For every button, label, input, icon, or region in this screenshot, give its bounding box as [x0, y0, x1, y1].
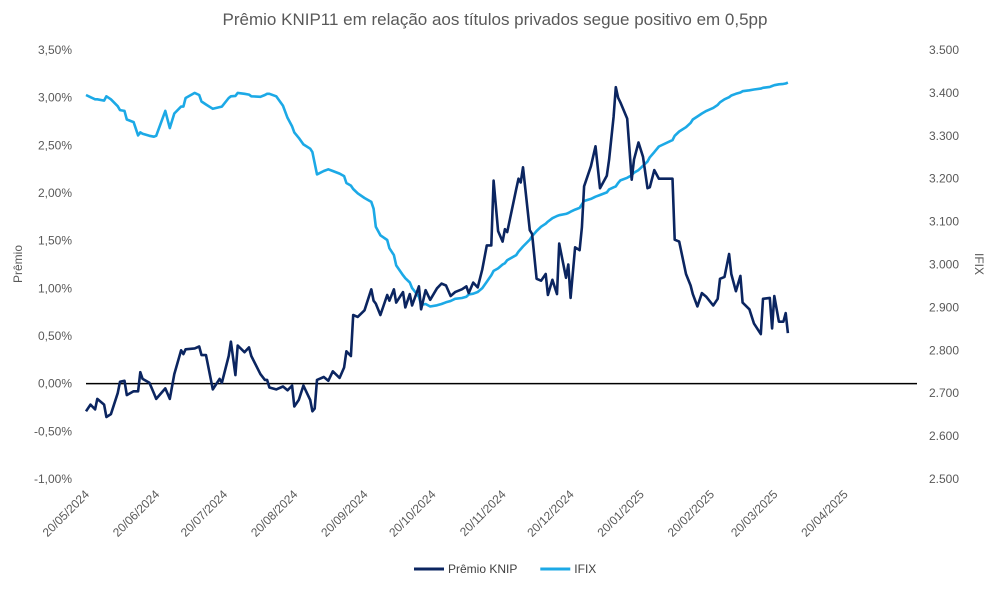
legend-label: IFIX [574, 562, 596, 576]
y2-tick-label: 3.200 [929, 172, 959, 186]
y2-tick-label: 2.500 [929, 472, 959, 486]
y-tick-label: -0,50% [34, 424, 72, 438]
y-tick-label: 1,00% [38, 281, 72, 295]
left-axis-ticks: 3,50% 3,00% 2,50% 2,00% 1,50% 1,00% 0,50% 0,00%… [34, 43, 72, 486]
x-tick-label: 20/03/2025 [728, 487, 781, 540]
x-tick-label: 20/06/2024 [110, 487, 163, 540]
x-tick-label: 20/07/2024 [178, 487, 231, 540]
y-tick-label: 2,50% [38, 138, 72, 152]
y2-tick-label: 3.400 [929, 86, 959, 100]
y-tick-label: 3,00% [38, 91, 72, 105]
x-tick-label: 20/04/2025 [798, 487, 851, 540]
x-tick-label: 20/09/2024 [318, 487, 371, 540]
series-layer [84, 81, 790, 419]
legend-label: Prêmio KNIP [448, 562, 517, 576]
y2-tick-label: 3.300 [929, 129, 959, 143]
x-tick-label: 20/12/2024 [524, 487, 577, 540]
y-tick-label: -1,00% [34, 472, 72, 486]
y2-tick-label: 2.900 [929, 300, 959, 314]
y-tick-label: 2,00% [38, 186, 72, 200]
legend: Prêmio KNIP IFIX [414, 562, 596, 576]
left-axis-label: Prêmio [11, 245, 25, 283]
x-tick-label: 20/05/2024 [40, 487, 93, 540]
y-tick-label: 3,50% [38, 43, 72, 57]
x-tick-label: 20/10/2024 [386, 487, 439, 540]
y2-tick-label: 3.100 [929, 215, 959, 229]
y-tick-label: 0,00% [38, 377, 72, 391]
y2-tick-label: 3.500 [929, 43, 959, 57]
right-axis-ticks: 3.500 3.400 3.300 3.200 3.100 3.000 2.900 2.800… [929, 43, 959, 486]
y2-tick-label: 2.700 [929, 386, 959, 400]
series-line-ifix [85, 81, 789, 308]
y-tick-label: 1,50% [38, 234, 72, 248]
right-axis-label: IFIX [972, 253, 986, 275]
y2-tick-label: 2.600 [929, 429, 959, 443]
y2-tick-label: 3.000 [929, 258, 959, 272]
x-tick-label: 20/01/2025 [595, 487, 648, 540]
x-tick-label: 20/11/2024 [457, 487, 509, 539]
x-axis-ticks: 20/05/2024 20/06/2024 20/07/2024 20/08/2024… [40, 487, 851, 540]
y2-tick-label: 2.800 [929, 343, 959, 357]
y-tick-label: 0,50% [38, 329, 72, 343]
x-tick-label: 20/02/2025 [665, 487, 718, 540]
x-tick-label: 20/08/2024 [248, 487, 301, 540]
chart-title: Prêmio KNIP11 em relação aos títulos pri… [223, 10, 768, 29]
series-line-premio [84, 85, 790, 419]
